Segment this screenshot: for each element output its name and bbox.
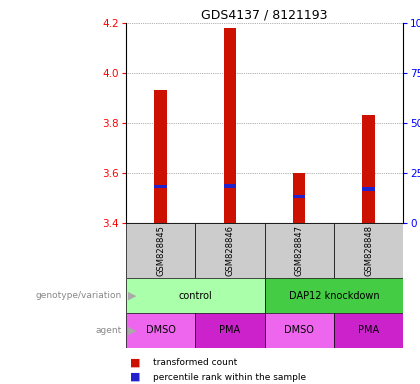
Text: ▶: ▶ xyxy=(128,291,136,301)
Bar xyxy=(126,278,265,313)
Text: PMA: PMA xyxy=(358,325,379,335)
Bar xyxy=(126,313,195,348)
Bar xyxy=(155,91,167,223)
Title: GDS4137 / 8121193: GDS4137 / 8121193 xyxy=(201,9,328,22)
Text: DAP12 knockdown: DAP12 knockdown xyxy=(289,291,379,301)
Bar xyxy=(334,313,403,348)
Bar xyxy=(126,223,195,278)
Text: GSM828846: GSM828846 xyxy=(226,225,234,276)
Bar xyxy=(334,223,403,278)
Text: ▶: ▶ xyxy=(128,325,136,335)
Text: genotype/variation: genotype/variation xyxy=(36,291,122,300)
Bar xyxy=(265,313,334,348)
Text: control: control xyxy=(178,291,212,301)
Bar xyxy=(362,187,375,191)
Text: agent: agent xyxy=(96,326,122,335)
Text: GSM828848: GSM828848 xyxy=(364,225,373,276)
Bar xyxy=(293,195,305,199)
Text: ■: ■ xyxy=(130,358,141,368)
Bar xyxy=(362,116,375,223)
Text: DMSO: DMSO xyxy=(284,325,314,335)
Bar xyxy=(224,184,236,188)
Text: DMSO: DMSO xyxy=(146,325,176,335)
Bar xyxy=(195,223,265,278)
Bar xyxy=(265,278,403,313)
Text: transformed count: transformed count xyxy=(153,358,238,367)
Bar xyxy=(155,185,167,189)
Text: GSM828847: GSM828847 xyxy=(295,225,304,276)
Bar xyxy=(224,28,236,223)
Text: percentile rank within the sample: percentile rank within the sample xyxy=(153,372,307,382)
Text: ■: ■ xyxy=(130,372,141,382)
Bar xyxy=(195,313,265,348)
Text: GSM828845: GSM828845 xyxy=(156,225,165,276)
Bar xyxy=(293,173,305,223)
Text: PMA: PMA xyxy=(219,325,241,335)
Bar xyxy=(265,223,334,278)
